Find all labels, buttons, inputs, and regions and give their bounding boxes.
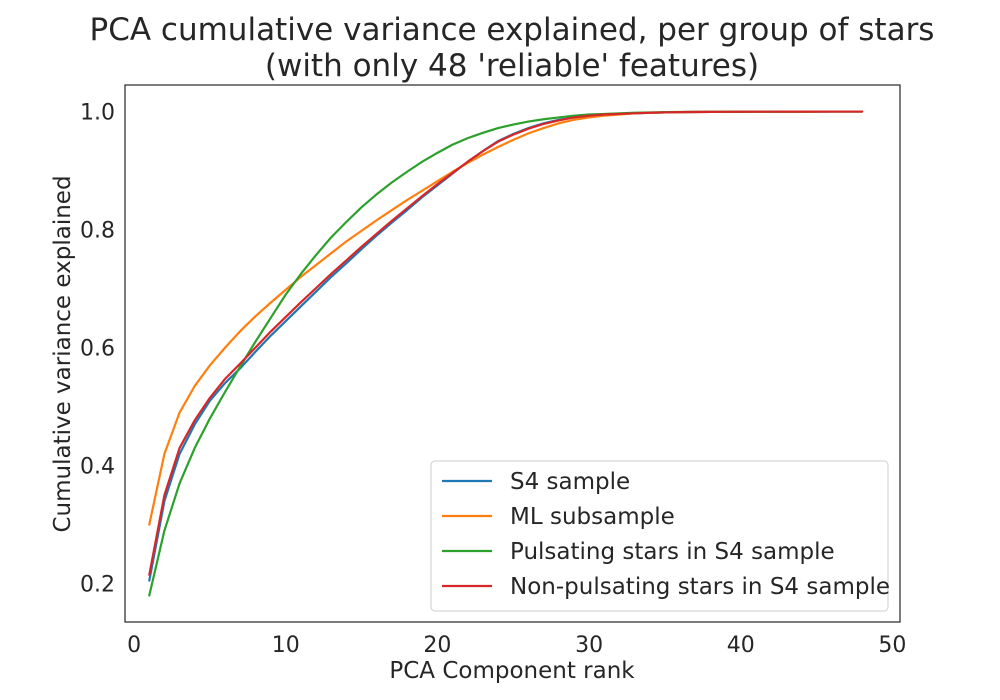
x-tick-label: 30 (575, 633, 603, 658)
x-axis-ticks: 0 10 20 30 40 50 (127, 633, 906, 658)
series-lines (148, 110, 864, 597)
x-tick-label: 20 (423, 633, 451, 658)
y-axis-ticks: 0.2 0.4 0.6 0.8 1.0 (80, 101, 115, 598)
legend: S4 sample ML subsample Pulsating stars in … (430, 460, 890, 612)
x-tick-label: 10 (272, 633, 300, 658)
plot-frame (124, 84, 901, 623)
chart-title-line-2: (with only 48 'reliable' features) (265, 48, 759, 84)
series-line-4 (148, 110, 864, 576)
chart-title-line-1: PCA cumulative variance explained, per g… (90, 12, 935, 48)
legend-entry-label: S4 sample (510, 469, 630, 495)
x-axis-label: PCA Component rank (389, 658, 635, 684)
x-tick-label: 40 (727, 633, 755, 658)
y-tick-label: 0.8 (80, 219, 115, 244)
legend-entry-label: Pulsating stars in S4 sample (510, 539, 835, 565)
y-tick-label: 0.4 (80, 455, 115, 480)
legend-box (430, 460, 889, 612)
x-tick-label: 0 (127, 633, 141, 658)
y-tick-label: 0.6 (80, 337, 115, 362)
y-tick-label: 0.2 (80, 573, 115, 598)
legend-entry-label: ML subsample (510, 504, 675, 530)
legend-entry-label: Non-pulsating stars in S4 sample (510, 574, 890, 600)
y-axis-label: Cumulative variance explained (50, 175, 76, 532)
y-tick-label: 1.0 (80, 101, 115, 126)
x-tick-label: 50 (878, 633, 906, 658)
